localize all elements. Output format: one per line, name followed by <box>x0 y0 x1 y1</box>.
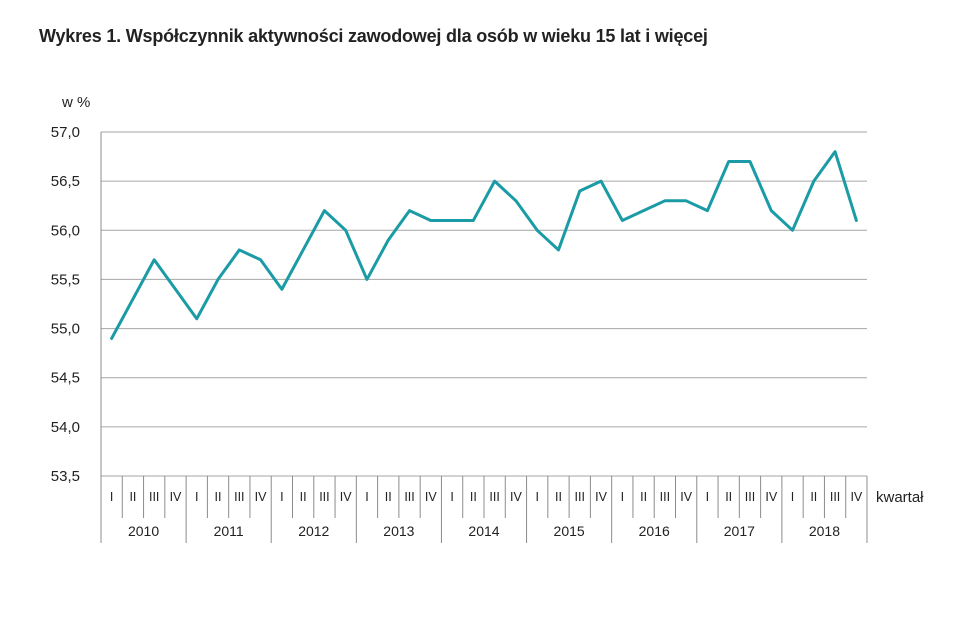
quarter-tick-label: III <box>830 490 840 504</box>
y-axis: 57,0 56,5 56,0 55,5 55,0 54,5 54,0 53,5 w % <box>51 94 91 485</box>
data-point <box>535 228 540 233</box>
y-tick-label: 54,5 <box>51 370 80 387</box>
quarter-tick-label: III <box>745 490 755 504</box>
data-point <box>322 208 327 213</box>
data-point <box>790 228 795 233</box>
data-point <box>194 316 199 321</box>
data-point <box>726 159 731 164</box>
data-point <box>343 228 348 233</box>
gridlines <box>101 131 867 477</box>
quarter-tick-label: III <box>319 490 329 504</box>
quarter-tick-label: I <box>621 490 624 504</box>
y-tick-label: 55,0 <box>51 321 80 338</box>
data-point <box>301 247 306 252</box>
quarter-tick-label: IV <box>850 490 862 504</box>
x-axis: I II III IV I II III IV I II III IV I II III IV I II III IV… <box>100 132 924 543</box>
data-point <box>471 218 476 223</box>
quarter-tick-label: II <box>385 490 392 504</box>
quarter-tick-label: I <box>450 490 453 504</box>
year-tick-label: 2018 <box>809 523 840 539</box>
quarter-tick-label: IV <box>510 490 522 504</box>
quarter-tick-label: IV <box>765 490 777 504</box>
quarter-tick-label: I <box>535 490 538 504</box>
y-tick-label: 53,5 <box>51 468 80 485</box>
data-point <box>577 188 582 193</box>
data-point <box>492 179 497 184</box>
data-point <box>556 247 561 252</box>
data-point <box>407 208 412 213</box>
year-tick-label: 2015 <box>554 523 585 539</box>
data-point <box>428 218 433 223</box>
quarter-tick-label: I <box>791 490 794 504</box>
year-tick-label: 2011 <box>214 523 244 539</box>
data-point <box>152 257 157 262</box>
quarter-tick-label: IV <box>340 490 352 504</box>
quarter-tick-label: II <box>810 490 817 504</box>
series-group <box>109 149 859 341</box>
quarter-tick-label: II <box>725 490 732 504</box>
data-point <box>450 218 455 223</box>
quarter-tick-label: II <box>215 490 222 504</box>
series-line <box>110 150 858 340</box>
year-tick-label: 2014 <box>468 523 499 539</box>
quarter-tick-label: I <box>195 490 198 504</box>
data-point <box>386 238 391 243</box>
quarter-tick-label: IV <box>255 490 267 504</box>
quarter-tick-label: III <box>575 490 585 504</box>
quarter-tick-label: I <box>365 490 368 504</box>
quarter-tick-label: III <box>234 490 244 504</box>
data-point <box>237 247 242 252</box>
data-point <box>833 149 838 154</box>
quarter-tick-label: I <box>110 490 113 504</box>
data-point <box>854 218 859 223</box>
y-tick-label: 54,0 <box>51 419 80 436</box>
year-tick-label: 2012 <box>298 523 329 539</box>
quarter-tick-label: II <box>300 490 307 504</box>
chart-title: Wykres 1. Współczynnik aktywności zawodo… <box>39 26 708 46</box>
quarter-tick-label: IV <box>595 490 607 504</box>
quarter-tick-label: II <box>555 490 562 504</box>
data-point <box>747 159 752 164</box>
year-tick-label: 2017 <box>724 523 755 539</box>
data-point <box>684 198 689 203</box>
data-point <box>364 277 369 282</box>
quarter-tick-label: III <box>489 490 499 504</box>
quarter-tick-label: III <box>404 490 414 504</box>
data-point <box>130 297 135 302</box>
quarter-tick-label: III <box>149 490 159 504</box>
data-point <box>811 179 816 184</box>
data-point <box>109 336 114 341</box>
data-point <box>173 287 178 292</box>
data-point <box>620 218 625 223</box>
quarter-tick-label: III <box>660 490 670 504</box>
data-point <box>258 257 263 262</box>
y-tick-label: 56,5 <box>51 173 80 190</box>
quarter-tick-label: I <box>706 490 709 504</box>
y-tick-label: 57,0 <box>51 124 80 141</box>
year-tick-label: 2016 <box>639 523 670 539</box>
y-axis-label: w % <box>61 94 90 111</box>
data-point <box>769 208 774 213</box>
data-point <box>216 277 221 282</box>
quarter-tick-label: IV <box>425 490 437 504</box>
data-point <box>705 208 710 213</box>
quarter-tick-label: II <box>470 490 477 504</box>
quarter-tick-label: II <box>640 490 647 504</box>
quarter-tick-label: IV <box>170 490 182 504</box>
data-point <box>513 198 518 203</box>
x-axis-label: kwartał <box>876 489 924 506</box>
year-tick-label: 2013 <box>383 523 414 539</box>
quarter-tick-label: I <box>280 490 283 504</box>
data-point <box>279 287 284 292</box>
data-point <box>641 208 646 213</box>
data-point <box>599 179 604 184</box>
year-tick-label: 2010 <box>128 523 159 539</box>
data-point <box>662 198 667 203</box>
y-tick-label: 55,5 <box>51 271 80 288</box>
quarter-tick-label: IV <box>680 490 692 504</box>
y-tick-label: 56,0 <box>51 222 80 239</box>
quarter-tick-label: II <box>129 490 136 504</box>
